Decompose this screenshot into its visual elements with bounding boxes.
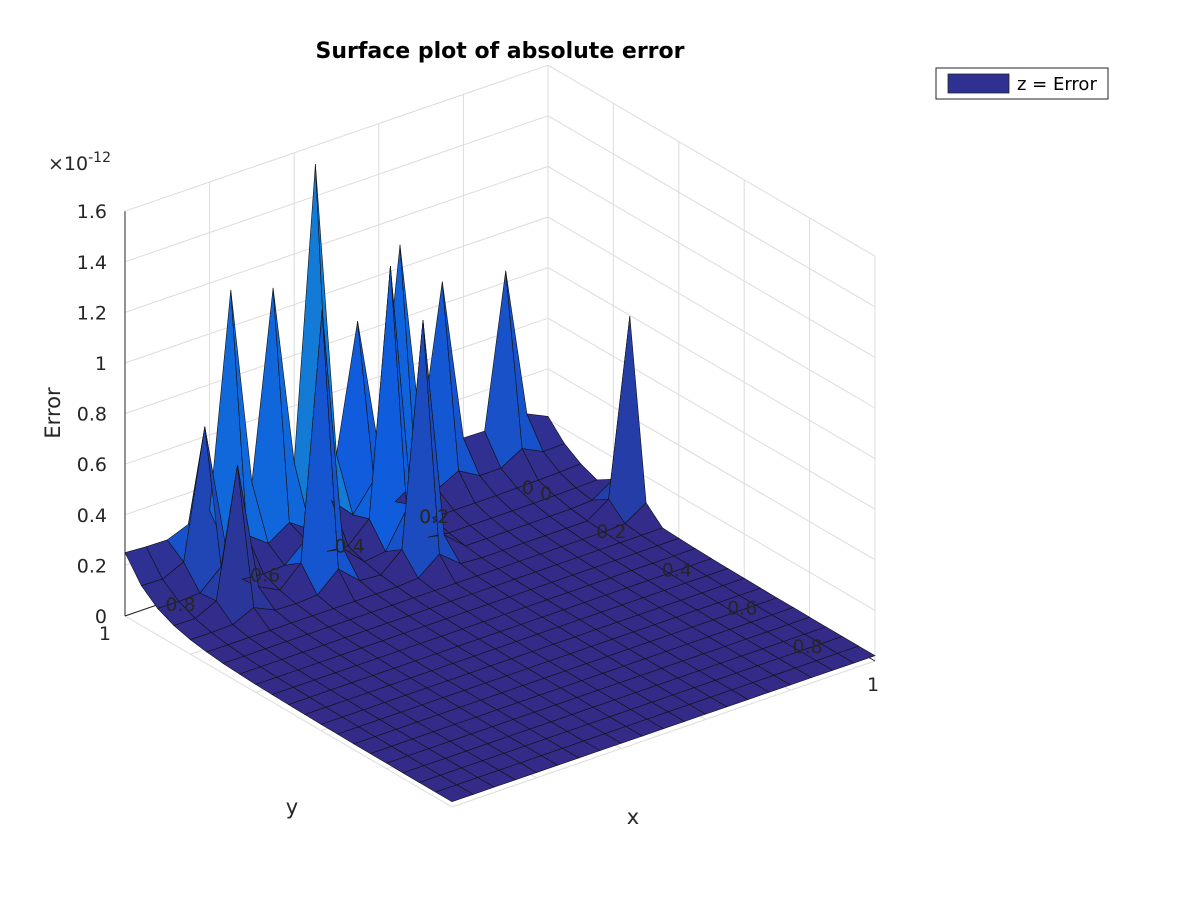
- grid-line-z: [547, 418, 876, 611]
- grid-line-z-side: [124, 115, 549, 263]
- x-tick-label: 0.4: [662, 559, 692, 581]
- y-tick-label: 0: [522, 477, 534, 499]
- y-tick-label: 1: [99, 623, 111, 645]
- chart-title: Surface plot of absolute error: [315, 39, 684, 64]
- surface-face: [836, 645, 876, 664]
- y-tick-label: 0.4: [335, 535, 365, 557]
- grid-line-z: [547, 368, 876, 561]
- z-tick-label: 0.8: [77, 404, 107, 426]
- x-tick-label: 0.8: [792, 636, 822, 658]
- grid-line-z: [547, 267, 876, 460]
- tick-labels: 00.20.40.60.811.21.41.600.20.40.60.8100.…: [77, 201, 879, 696]
- x-tick-label: 1: [867, 674, 879, 696]
- z-tick-label: 0.2: [77, 555, 107, 577]
- grid-line-z: [547, 165, 876, 358]
- grid-line-z-side: [124, 216, 549, 364]
- grid-line-z: [547, 64, 876, 257]
- grid-line-z: [547, 115, 876, 308]
- grid-line-z-side: [124, 267, 549, 415]
- z-tick-label: 0: [95, 606, 107, 628]
- grid-line-z-side: [124, 165, 549, 313]
- z-tick-label: 1: [95, 353, 107, 375]
- legend-box: [935, 67, 1109, 100]
- z-axis-label: Error: [41, 387, 65, 439]
- z-tick-label: 1.2: [77, 302, 107, 324]
- grid-line-x-floor: [451, 660, 876, 808]
- z-tick-label: 1.6: [77, 201, 107, 223]
- y-axis-label: y: [286, 795, 298, 819]
- x-tick-label: 0: [540, 483, 552, 505]
- grid-line-z: [547, 216, 876, 409]
- y-tick-label: 0.6: [250, 565, 280, 587]
- z-exponent-label: ×10-12: [48, 150, 111, 175]
- grid-line-y-floor: [124, 615, 453, 808]
- error-surface: [124, 164, 876, 803]
- grid-line-z-side: [124, 317, 549, 465]
- legend: z = Error: [935, 67, 1109, 100]
- legend-swatch: [947, 73, 1010, 94]
- z-tick-label: 0.6: [77, 454, 107, 476]
- y-tick-label: 0.2: [419, 506, 449, 528]
- legend-label: z = Error: [1017, 74, 1097, 95]
- z-tick-label: 1.4: [77, 252, 107, 274]
- x-axis-label: x: [627, 805, 639, 829]
- grid-line-z-side: [124, 64, 549, 212]
- z-tick-label: 0.4: [77, 505, 107, 527]
- y-tick-label: 0.8: [165, 594, 195, 616]
- x-tick-label: 0.2: [596, 521, 626, 543]
- grid-line-z: [547, 317, 876, 510]
- x-tick-label: 0.6: [727, 598, 757, 620]
